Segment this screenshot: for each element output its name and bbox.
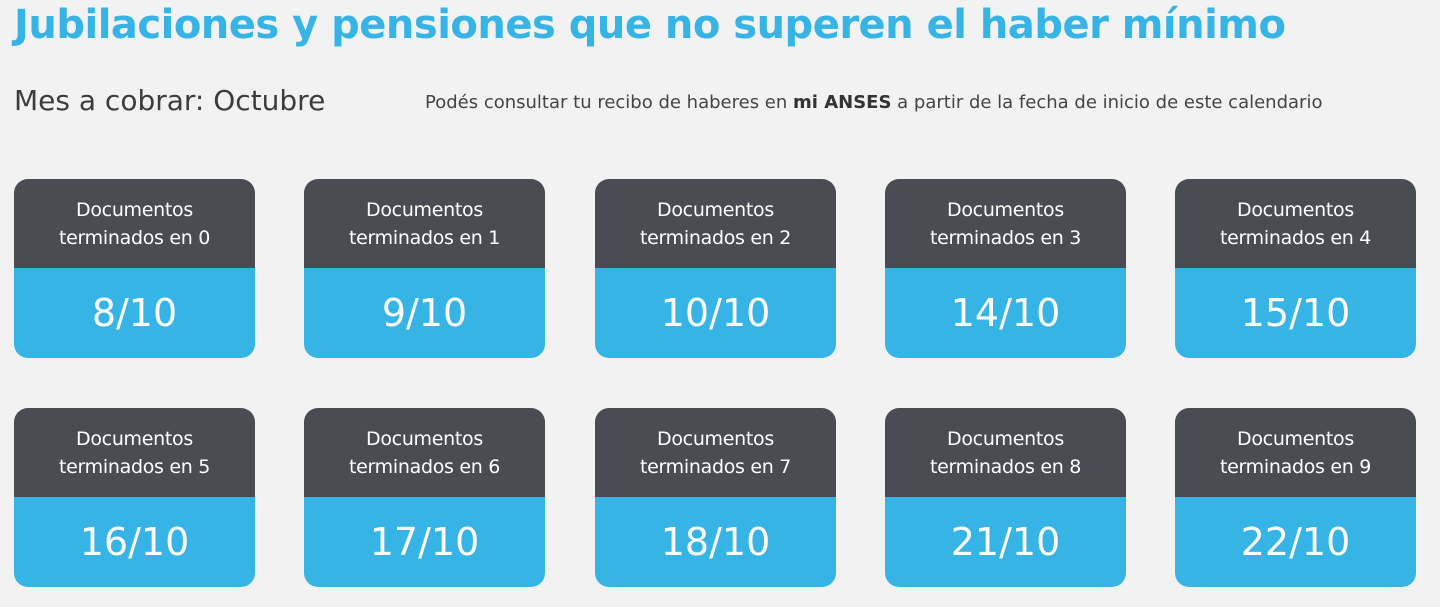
card-header: Documentos terminados en 4 <box>1175 179 1416 268</box>
calendar-card: Documentos terminados en 7 18/10 <box>595 408 836 587</box>
card-label-line2: terminados en 6 <box>348 455 501 478</box>
calendar-card: Documentos terminados en 2 10/10 <box>595 179 836 358</box>
card-date: 14/10 <box>885 268 1126 358</box>
note-text: Podés consultar tu recibo de haberes en <box>425 92 794 113</box>
card-header: Documentos terminados en 2 <box>595 179 836 268</box>
card-header: Documentos terminados en 7 <box>595 408 836 497</box>
card-date: 17/10 <box>304 497 545 587</box>
card-header: Documentos terminados en 1 <box>304 179 545 268</box>
calendar-card: Documentos terminados en 1 9/10 <box>304 179 545 358</box>
calendar-card: Documentos terminados en 3 14/10 <box>885 179 1126 358</box>
card-label-line2: terminados en 4 <box>1219 226 1372 249</box>
card-date: 15/10 <box>1175 268 1416 358</box>
card-label-line2: terminados en 9 <box>1219 455 1372 478</box>
mi-anses-link: mi ANSES <box>793 92 892 113</box>
card-date: 18/10 <box>595 497 836 587</box>
card-date: 10/10 <box>595 268 836 358</box>
card-header: Documentos terminados en 3 <box>885 179 1126 268</box>
month-label: Mes a cobrar: Octubre <box>14 84 326 117</box>
note-text-end: a partir de la fecha de inicio de este c… <box>891 92 1323 113</box>
calendar-card: Documentos terminados en 0 8/10 <box>14 179 255 358</box>
card-header: Documentos terminados en 5 <box>14 408 255 497</box>
card-label-line2: terminados en 8 <box>929 455 1082 478</box>
card-header: Documentos terminados en 0 <box>14 179 255 268</box>
card-label-line2: terminados en 2 <box>639 226 792 249</box>
calendar-card: Documentos terminados en 9 22/10 <box>1175 408 1416 587</box>
card-label-line2: terminados en 1 <box>348 226 501 249</box>
card-header: Documentos terminados en 9 <box>1175 408 1416 497</box>
card-date: 16/10 <box>14 497 255 587</box>
card-label-line1: Documentos <box>366 198 483 221</box>
card-date: 9/10 <box>304 268 545 358</box>
calendar-card: Documentos terminados en 8 21/10 <box>885 408 1126 587</box>
card-label-line1: Documentos <box>947 427 1064 450</box>
card-label-line2: terminados en 3 <box>929 226 1082 249</box>
card-label-line2: terminados en 5 <box>58 455 211 478</box>
card-header: Documentos terminados en 8 <box>885 408 1126 497</box>
card-label-line1: Documentos <box>1237 198 1354 221</box>
card-header: Documentos terminados en 6 <box>304 408 545 497</box>
calendar-card: Documentos terminados en 5 16/10 <box>14 408 255 587</box>
card-date: 21/10 <box>885 497 1126 587</box>
calendar-card: Documentos terminados en 4 15/10 <box>1175 179 1416 358</box>
card-label-line2: terminados en 7 <box>639 455 792 478</box>
card-label-line1: Documentos <box>657 427 774 450</box>
card-label-line2: terminados en 0 <box>58 226 211 249</box>
card-date: 8/10 <box>14 268 255 358</box>
card-label-line1: Documentos <box>76 427 193 450</box>
card-date: 22/10 <box>1175 497 1416 587</box>
info-note: Podés consultar tu recibo de haberes en … <box>425 92 1322 113</box>
card-label-line1: Documentos <box>1237 427 1354 450</box>
card-label-line1: Documentos <box>76 198 193 221</box>
card-label-line1: Documentos <box>947 198 1064 221</box>
card-label-line1: Documentos <box>366 427 483 450</box>
calendar-card: Documentos terminados en 6 17/10 <box>304 408 545 587</box>
page-title: Jubilaciones y pensiones que no superen … <box>14 2 1286 48</box>
card-label-line1: Documentos <box>657 198 774 221</box>
